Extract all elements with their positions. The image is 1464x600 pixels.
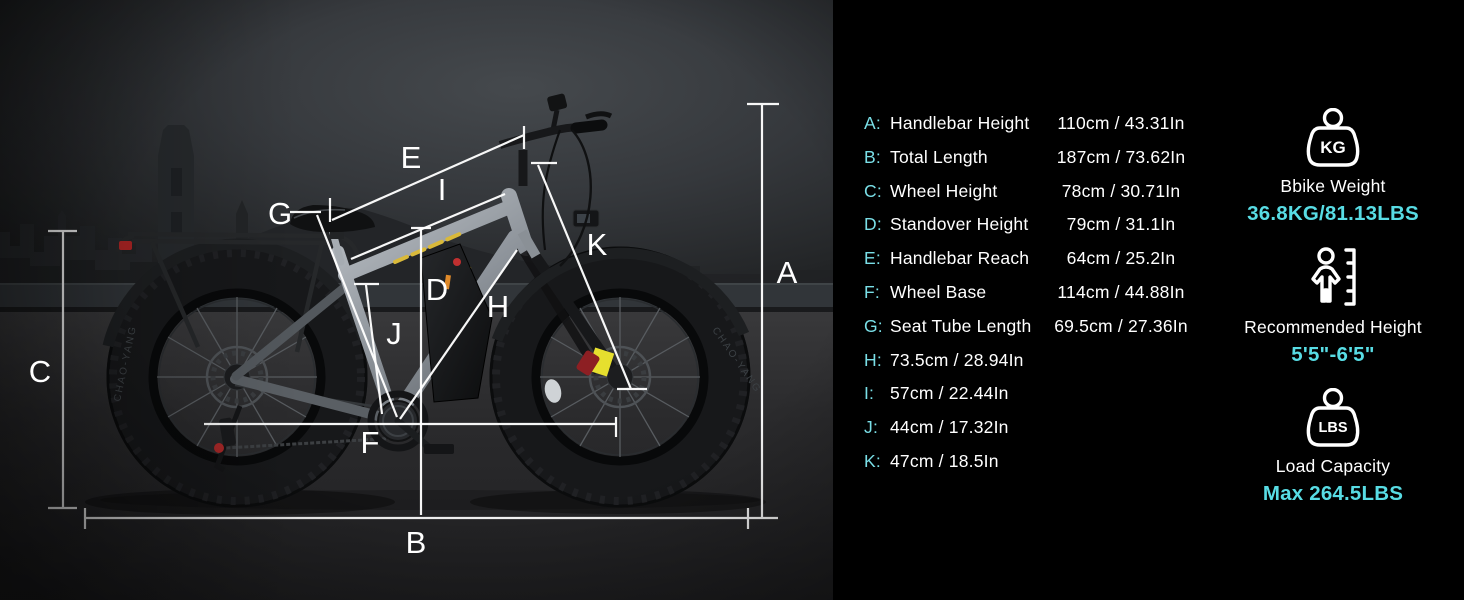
spec-value: 64cm / 25.2In <box>1066 248 1176 269</box>
spec-letter: G: <box>864 315 883 336</box>
spec-letter: F: <box>864 281 880 302</box>
bike-weight-card: KG Bbike Weight 36.8KG/81.13LBS <box>1205 108 1461 226</box>
spec-name: Wheel Height <box>890 180 998 201</box>
kg-weight-icon: KG <box>1306 108 1360 167</box>
dim-label-b: B <box>406 525 427 560</box>
svg-text:KG: KG <box>1320 138 1346 157</box>
spec-row-i: I: 57cm / 22.44In <box>864 383 1192 417</box>
spec-name: Seat Tube Length <box>890 315 1032 336</box>
recommended-height-value: 5'5"-6'5" <box>1291 343 1375 366</box>
spec-row-b: B: Total Length 187cm / 73.62In <box>864 147 1192 181</box>
spec-name: Total Length <box>890 146 988 167</box>
spec-panel: A: Handlebar Height 110cm / 43.31In B: T… <box>833 0 1464 600</box>
spec-value: 47cm / 18.5In <box>890 450 999 471</box>
lbs-weight-icon: LBS <box>1306 388 1360 447</box>
spec-letter: K: <box>864 450 881 471</box>
dim-label-f: F <box>361 425 380 460</box>
spec-name: Handlebar Height <box>890 113 1030 133</box>
dim-label-j: J <box>386 316 402 351</box>
height-person-icon <box>1311 247 1356 306</box>
dim-label-g: G <box>268 196 292 231</box>
bike-weight-title: Bbike Weight <box>1280 176 1386 196</box>
spec-row-h: H: 73.5cm / 28.94In <box>864 350 1192 384</box>
spec-row-d: D: Standover Height 79cm / 31.1In <box>864 214 1192 248</box>
dim-label-a: A <box>777 255 798 290</box>
left-shade-overlay <box>0 0 300 600</box>
spec-row-a: A: Handlebar Height 110cm / 43.31In <box>864 113 1192 147</box>
bike-diagram: CHAO-YANG <box>0 0 833 600</box>
spec-value: 187cm / 73.62In <box>1056 146 1186 167</box>
spec-value: 79cm / 31.1In <box>1066 214 1176 235</box>
spec-value: 78cm / 30.71In <box>1061 180 1181 201</box>
spec-row-f: F: Wheel Base 114cm / 44.88In <box>864 282 1192 316</box>
bike-weight-value: 36.8KG/81.13LBS <box>1247 202 1419 225</box>
spec-value: 57cm / 22.44In <box>890 383 1009 404</box>
spec-value: 110cm / 43.31In <box>1057 113 1185 133</box>
dim-label-h: H <box>487 289 509 324</box>
recommended-height-card: Recommended Height 5'5"-6'5" <box>1205 247 1461 367</box>
spec-value: 69.5cm / 27.36In <box>1054 315 1188 336</box>
load-capacity-title: Load Capacity <box>1275 456 1391 476</box>
spec-letter: B: <box>864 146 881 167</box>
load-capacity-value: Max 264.5LBS <box>1262 482 1404 505</box>
dim-label-k: K <box>587 227 608 262</box>
svg-text:LBS: LBS <box>1319 420 1348 436</box>
bike-photo-panel: CHAO-YANG <box>0 0 833 600</box>
dim-label-c: C <box>29 354 51 389</box>
recommended-height-title: Recommended Height <box>1244 317 1422 337</box>
info-cards: KG Bbike Weight 36.8KG/81.13LBS Recommen… <box>1205 108 1461 527</box>
dimension-spec-list: A: Handlebar Height 110cm / 43.31In B: T… <box>864 113 1192 485</box>
spec-row-g: G: Seat Tube Length 69.5cm / 27.36In <box>864 316 1192 350</box>
spec-row-c: C: Wheel Height 78cm / 30.71In <box>864 181 1192 215</box>
spec-value: 44cm / 17.32In <box>890 417 1009 438</box>
dim-label-e: E <box>401 140 422 175</box>
spec-row-k: K: 47cm / 18.5In <box>864 451 1192 485</box>
spec-name: Handlebar Reach <box>890 248 1030 269</box>
spec-letter: D: <box>864 214 882 235</box>
spec-row-j: J: 44cm / 17.32In <box>864 417 1192 451</box>
spec-value: 73.5cm / 28.94In <box>890 349 1024 370</box>
dim-label-i: I <box>438 172 447 207</box>
spec-letter: H: <box>864 349 882 370</box>
spec-letter: J: <box>864 417 879 438</box>
spec-letter: C: <box>864 180 882 201</box>
dimension-labels: A B C D E F G H I J K <box>29 140 798 560</box>
spec-name: Wheel Base <box>890 281 987 302</box>
spec-value: 114cm / 44.88In <box>1057 281 1185 302</box>
load-capacity-card: LBS Load Capacity Max 264.5LBS <box>1205 388 1461 506</box>
dim-label-d: D <box>426 272 448 307</box>
spec-letter: E: <box>864 248 881 269</box>
spec-letter: I: <box>864 383 875 404</box>
spec-name: Standover Height <box>890 214 1029 235</box>
spec-row-e: E: Handlebar Reach 64cm / 25.2In <box>864 248 1192 282</box>
spec-letter: A: <box>864 113 881 133</box>
